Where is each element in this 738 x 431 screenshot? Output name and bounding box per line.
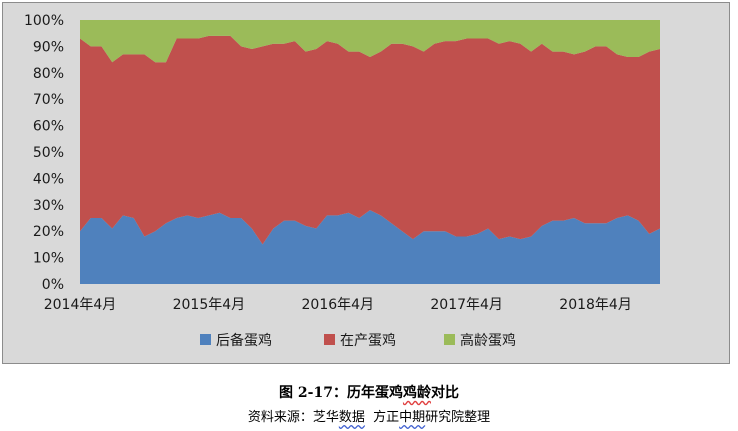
figure-source: 资料来源：芝华数据 方正中期研究院整理	[247, 410, 491, 425]
series-area-1	[80, 35, 660, 245]
x-tick-label: 2016年4月	[302, 297, 375, 313]
y-tick-label: 30%	[33, 198, 64, 214]
egg-hen-age-stacked-area-chart: 0% 10% 20% 30% 40% 50% 60% 70% 80% 90% 100% 2014年4月…	[24, 13, 660, 349]
caption-marked-text: 鸡龄	[402, 385, 431, 401]
legend-swatch	[324, 334, 335, 345]
y-tick-label: 70%	[33, 92, 64, 108]
y-tick-label: 40%	[33, 171, 64, 187]
legend-label: 高龄蛋鸡	[460, 332, 516, 349]
legend-swatch	[200, 334, 211, 345]
y-tick-label: 0%	[42, 277, 64, 293]
x-tick-label: 2017年4月	[430, 297, 503, 313]
series-area-0	[80, 210, 660, 284]
source-marked-text-1: 数据	[338, 410, 365, 425]
y-tick-label: 50%	[33, 145, 64, 161]
legend: 后备蛋鸡 在产蛋鸡 高龄蛋鸡	[200, 332, 516, 349]
series-area-2	[80, 20, 660, 63]
y-tick-label: 80%	[33, 66, 64, 82]
legend-label: 后备蛋鸡	[216, 332, 272, 349]
y-tick-label: 60%	[33, 119, 64, 135]
y-tick-label: 20%	[33, 224, 64, 240]
x-tick-label: 2018年4月	[559, 297, 632, 313]
legend-swatch	[444, 334, 455, 345]
legend-label: 在产蛋鸡	[340, 332, 396, 349]
y-tick-label: 90%	[33, 39, 64, 55]
figure-caption: 图 2-17：历年蛋鸡鸡龄对比	[279, 385, 459, 401]
y-tick-label: 10%	[33, 251, 64, 267]
source-marked-text-2: 中期	[399, 410, 426, 425]
y-tick-label: 100%	[24, 13, 64, 29]
x-tick-label: 2015年4月	[173, 297, 246, 313]
x-tick-label: 2014年4月	[44, 297, 117, 313]
